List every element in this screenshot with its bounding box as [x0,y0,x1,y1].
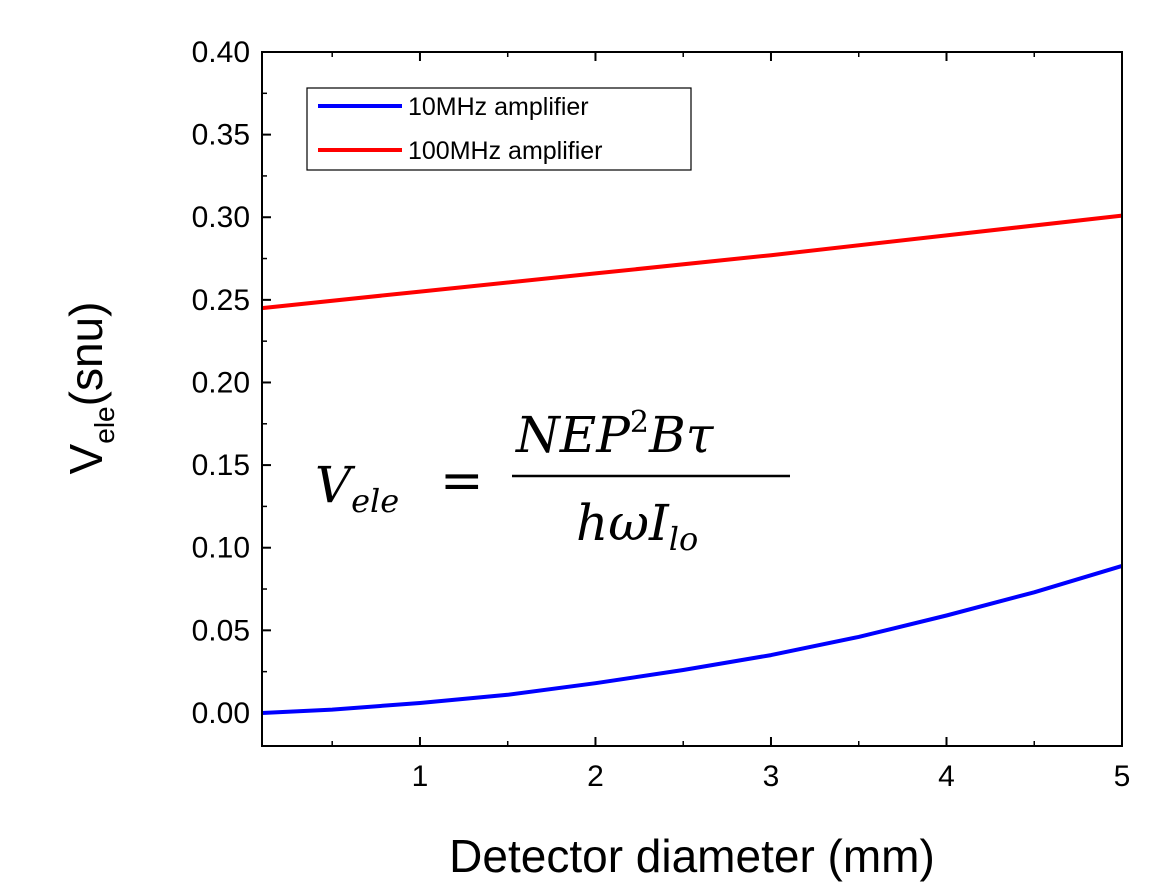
equation-denominator: hωIlo [576,494,698,558]
y-tick-label: 0.05 [192,614,250,647]
y-tick-label: 0.35 [192,119,250,152]
ticks-layer: 0.00 0.05 0.10 0.15 0.20 0.25 0.30 0.35 0.40 1 2 3 4… [192,36,1131,793]
x-tick-label: 5 [1114,760,1131,793]
legend-label-100mhz: 100MHz amplifier [408,137,603,165]
series-line-100mhz [261,213,1123,311]
legend-box [306,87,692,171]
series-line-10mhz [261,563,1123,715]
equation-numerator: NEP2Bτ [515,405,715,464]
y-tick-label: 0.20 [192,366,250,399]
y-tick-label: 0.40 [192,36,250,69]
y-tick-label: 0.10 [192,532,250,565]
y-tick-label: 0.30 [192,201,250,234]
plot-frame [261,51,1123,747]
y-axis-title: Vele(snu) [60,302,120,475]
series-layer [261,213,1123,715]
equation-annotation: Vele = NEP2Bτ hωIlo [315,405,790,558]
equation-lhs: Vele [315,456,399,520]
x-tick-label: 1 [412,760,429,793]
x-tick-label: 4 [938,760,955,793]
legend: 10MHz amplifier 100MHz amplifier [306,87,692,171]
x-tick-label: 3 [763,760,780,793]
x-axis-title: Detector diameter (mm) [449,830,935,882]
y-tick-label: 0.25 [192,284,250,317]
y-tick-label: 0.00 [192,697,250,730]
y-tick-label: 0.15 [192,449,250,482]
equation-equals: = [440,451,484,511]
x-tick-label: 2 [587,760,604,793]
legend-label-10mhz: 10MHz amplifier [408,93,589,121]
